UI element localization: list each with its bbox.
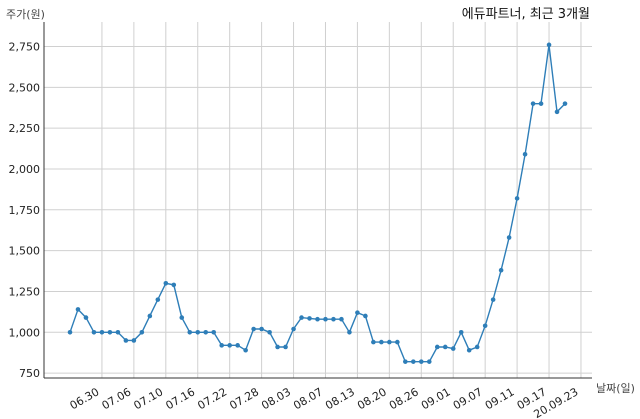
data-point: [411, 359, 416, 364]
y-axis-label: 주가(원): [6, 8, 45, 21]
data-point: [75, 307, 81, 312]
data-point: [546, 42, 552, 48]
x-axis-label: 날짜(일): [596, 381, 635, 395]
x-tick-label: 08.20: [355, 385, 389, 412]
data-point: [538, 101, 544, 106]
data-point: [99, 329, 105, 335]
data-point: [466, 347, 472, 353]
data-point: [514, 196, 520, 201]
x-tick-label: 06.30: [68, 385, 102, 412]
data-point: [506, 235, 512, 240]
data-point: [171, 282, 177, 288]
data-point: [275, 344, 280, 350]
data-point: [259, 326, 264, 332]
y-tick-label: 1,500: [9, 245, 41, 258]
x-tick-labels: 06.3007.0607.1007.1607.2207.2808.0308.07…: [68, 385, 581, 419]
data-point: [522, 151, 528, 157]
data-point: [355, 310, 360, 315]
x-tick-label: 09.07: [451, 385, 485, 412]
x-tick-label: 07.22: [195, 385, 229, 412]
data-point: [395, 339, 400, 345]
data-point: [123, 338, 129, 343]
data-point: [227, 343, 232, 348]
data-point: [403, 359, 408, 364]
data-point: [155, 297, 161, 302]
data-point: [67, 329, 73, 335]
data-point: [331, 316, 336, 322]
data-point: [243, 347, 248, 353]
data-point: [498, 267, 504, 273]
x-tick-label: 09.01: [419, 385, 453, 412]
y-tick-label: 2,000: [9, 163, 41, 176]
data-point: [91, 329, 97, 335]
data-point: [554, 109, 560, 115]
y-tick-label: 2,500: [9, 81, 41, 94]
data-point: [115, 329, 121, 335]
series-line: [69, 44, 566, 363]
data-point: [211, 329, 217, 335]
data-point: [187, 329, 193, 335]
data-point: [490, 297, 496, 302]
data-point: [562, 101, 568, 106]
data-point: [442, 344, 448, 350]
data-point: [418, 359, 424, 364]
data-point: [107, 329, 113, 335]
data-point: [307, 316, 312, 321]
y-tick-label: 2,750: [9, 40, 41, 53]
data-point: [482, 323, 488, 329]
grid: [44, 22, 592, 378]
data-point: [347, 329, 352, 335]
y-tick-label: 750: [19, 367, 40, 380]
data-point: [363, 313, 368, 319]
data-point: [147, 313, 153, 319]
data-point: [179, 315, 185, 320]
x-tick-label: 07.16: [163, 385, 197, 412]
data-point: [139, 329, 145, 335]
data-point: [267, 329, 272, 335]
axes: [43, 22, 592, 379]
data-point: [434, 344, 440, 350]
x-tick-label: 08.07: [291, 385, 325, 412]
data-point: [195, 329, 201, 335]
x-tick-label: 08.03: [259, 385, 293, 412]
data-point: [219, 343, 224, 348]
y-tick-label: 1,250: [9, 285, 41, 298]
data-point: [235, 343, 240, 348]
data-point: [131, 338, 137, 343]
data-point: [371, 339, 376, 345]
data-point: [315, 316, 320, 322]
y-tick-label: 2,250: [9, 122, 41, 135]
data-point: [474, 344, 480, 350]
x-tick-label: 08.26: [387, 385, 421, 412]
data-point: [530, 101, 536, 106]
x-tick-label: 07.10: [132, 385, 166, 412]
data-point: [299, 315, 304, 320]
data-point: [163, 280, 169, 286]
data-point: [379, 339, 384, 345]
x-tick-label: 09.11: [483, 385, 517, 412]
data-point: [251, 326, 256, 332]
data-point: [291, 326, 296, 332]
y-tick-label: 1,750: [9, 204, 41, 217]
x-tick-label: 07.28: [227, 385, 261, 412]
data-point: [450, 346, 456, 351]
data-point: [203, 329, 209, 335]
chart-title: 에듀파트너, 최근 3개월: [462, 7, 590, 22]
data-point: [426, 359, 432, 364]
x-tick-label: 08.13: [323, 385, 357, 412]
data-point: [283, 344, 288, 350]
data-point: [458, 329, 464, 335]
data-point: [83, 315, 89, 320]
data-point: [339, 316, 344, 322]
y-tick-labels: 750 1,000 1,250 1,500 1,750 2,000 2,250 2,500 2,…: [9, 40, 41, 380]
series-group: [67, 42, 568, 364]
data-point: [323, 316, 328, 322]
y-tick-label: 1,000: [9, 326, 41, 339]
data-point: [387, 339, 392, 345]
x-tick-label: 07.06: [100, 385, 134, 412]
